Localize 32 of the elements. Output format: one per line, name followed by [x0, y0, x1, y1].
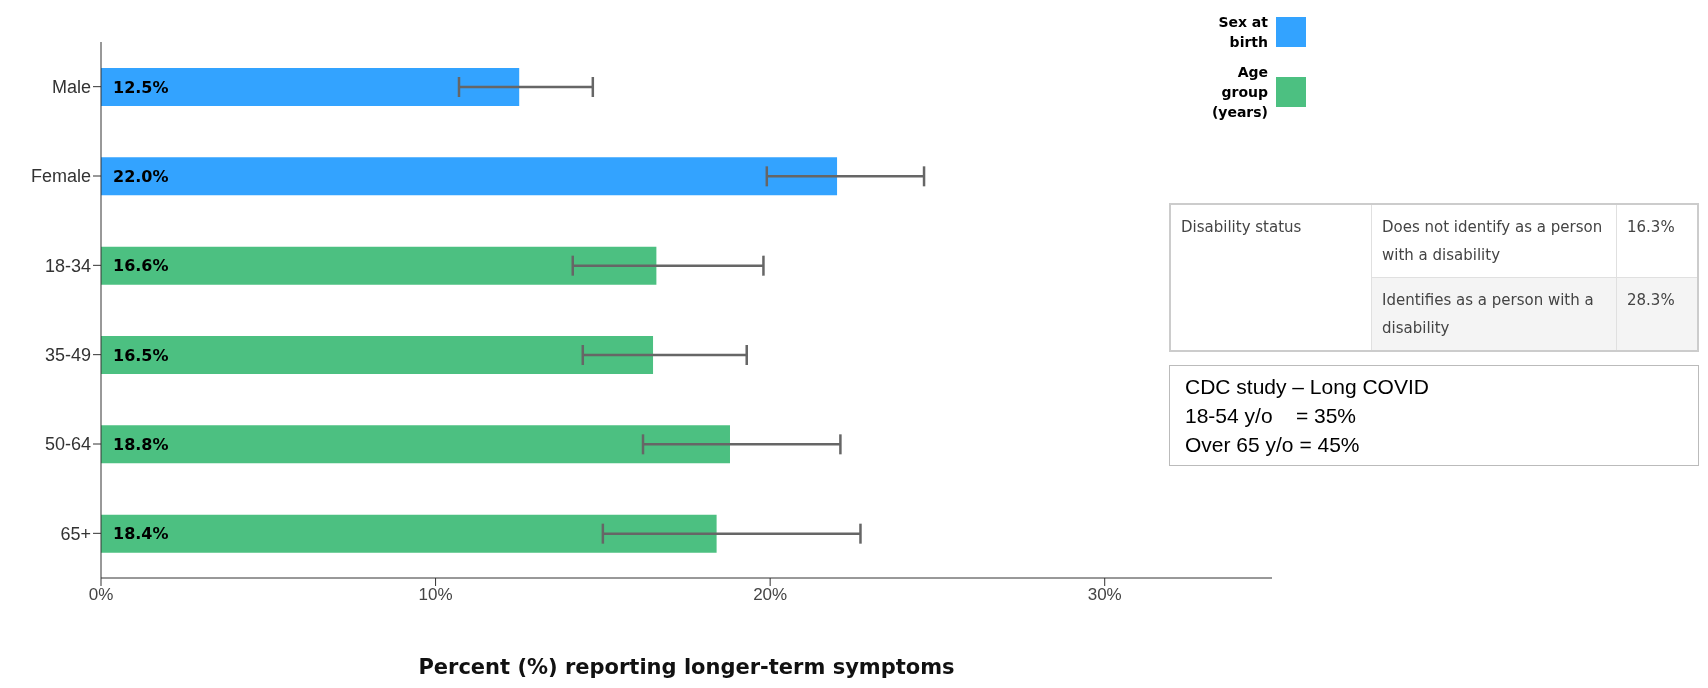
x-tick-label: 30%: [1087, 585, 1122, 605]
data-label: 16.6%: [113, 256, 169, 276]
x-tick-label: 0%: [88, 585, 114, 605]
annotation: Disability status: [1170, 204, 1372, 351]
annotation: 18-54 y/o = 35%: [1185, 403, 1358, 429]
x-tick-label: 10%: [418, 585, 453, 605]
data-label: 16.5%: [113, 345, 169, 365]
bar: [101, 157, 838, 196]
bar: [101, 514, 717, 553]
bar: [101, 336, 654, 374]
bar: [101, 425, 730, 464]
annotation: CDC study – Long COVID: [1185, 374, 1430, 400]
data-label: 22.0%: [113, 166, 169, 186]
legend-label: Sex at birth: [1217, 13, 1268, 52]
y-tick-label: 65+: [60, 523, 91, 544]
y-tick-label: 35-49: [44, 345, 91, 366]
y-tick-label: 18-34: [44, 255, 91, 276]
shaded-cell: Identifies as a person with a disability: [1371, 277, 1617, 351]
bar: [101, 68, 520, 106]
annotation: Over 65 y/o = 45%: [1185, 432, 1361, 458]
x-tick-label: 20%: [753, 585, 788, 605]
data-label: 18.8%: [113, 434, 169, 454]
info-table: Disability status Does not identify as a person with a disability 16.3% Identifies as a person with a disability 28.3%: [1169, 203, 1699, 352]
data-label: 18.4%: [113, 524, 169, 544]
y-tick-label: Female: [30, 166, 91, 187]
bar: [101, 246, 657, 285]
x-axis-title: Percent (%) reporting longer-term symptoms: [418, 655, 955, 679]
y-tick-label: 50-64: [44, 434, 91, 455]
data-label: 12.5%: [113, 77, 169, 97]
legend-label: Age group (years): [1210, 63, 1268, 122]
y-tick-label: Male: [51, 77, 91, 98]
shaded-cell: 28.3%: [1616, 277, 1698, 351]
